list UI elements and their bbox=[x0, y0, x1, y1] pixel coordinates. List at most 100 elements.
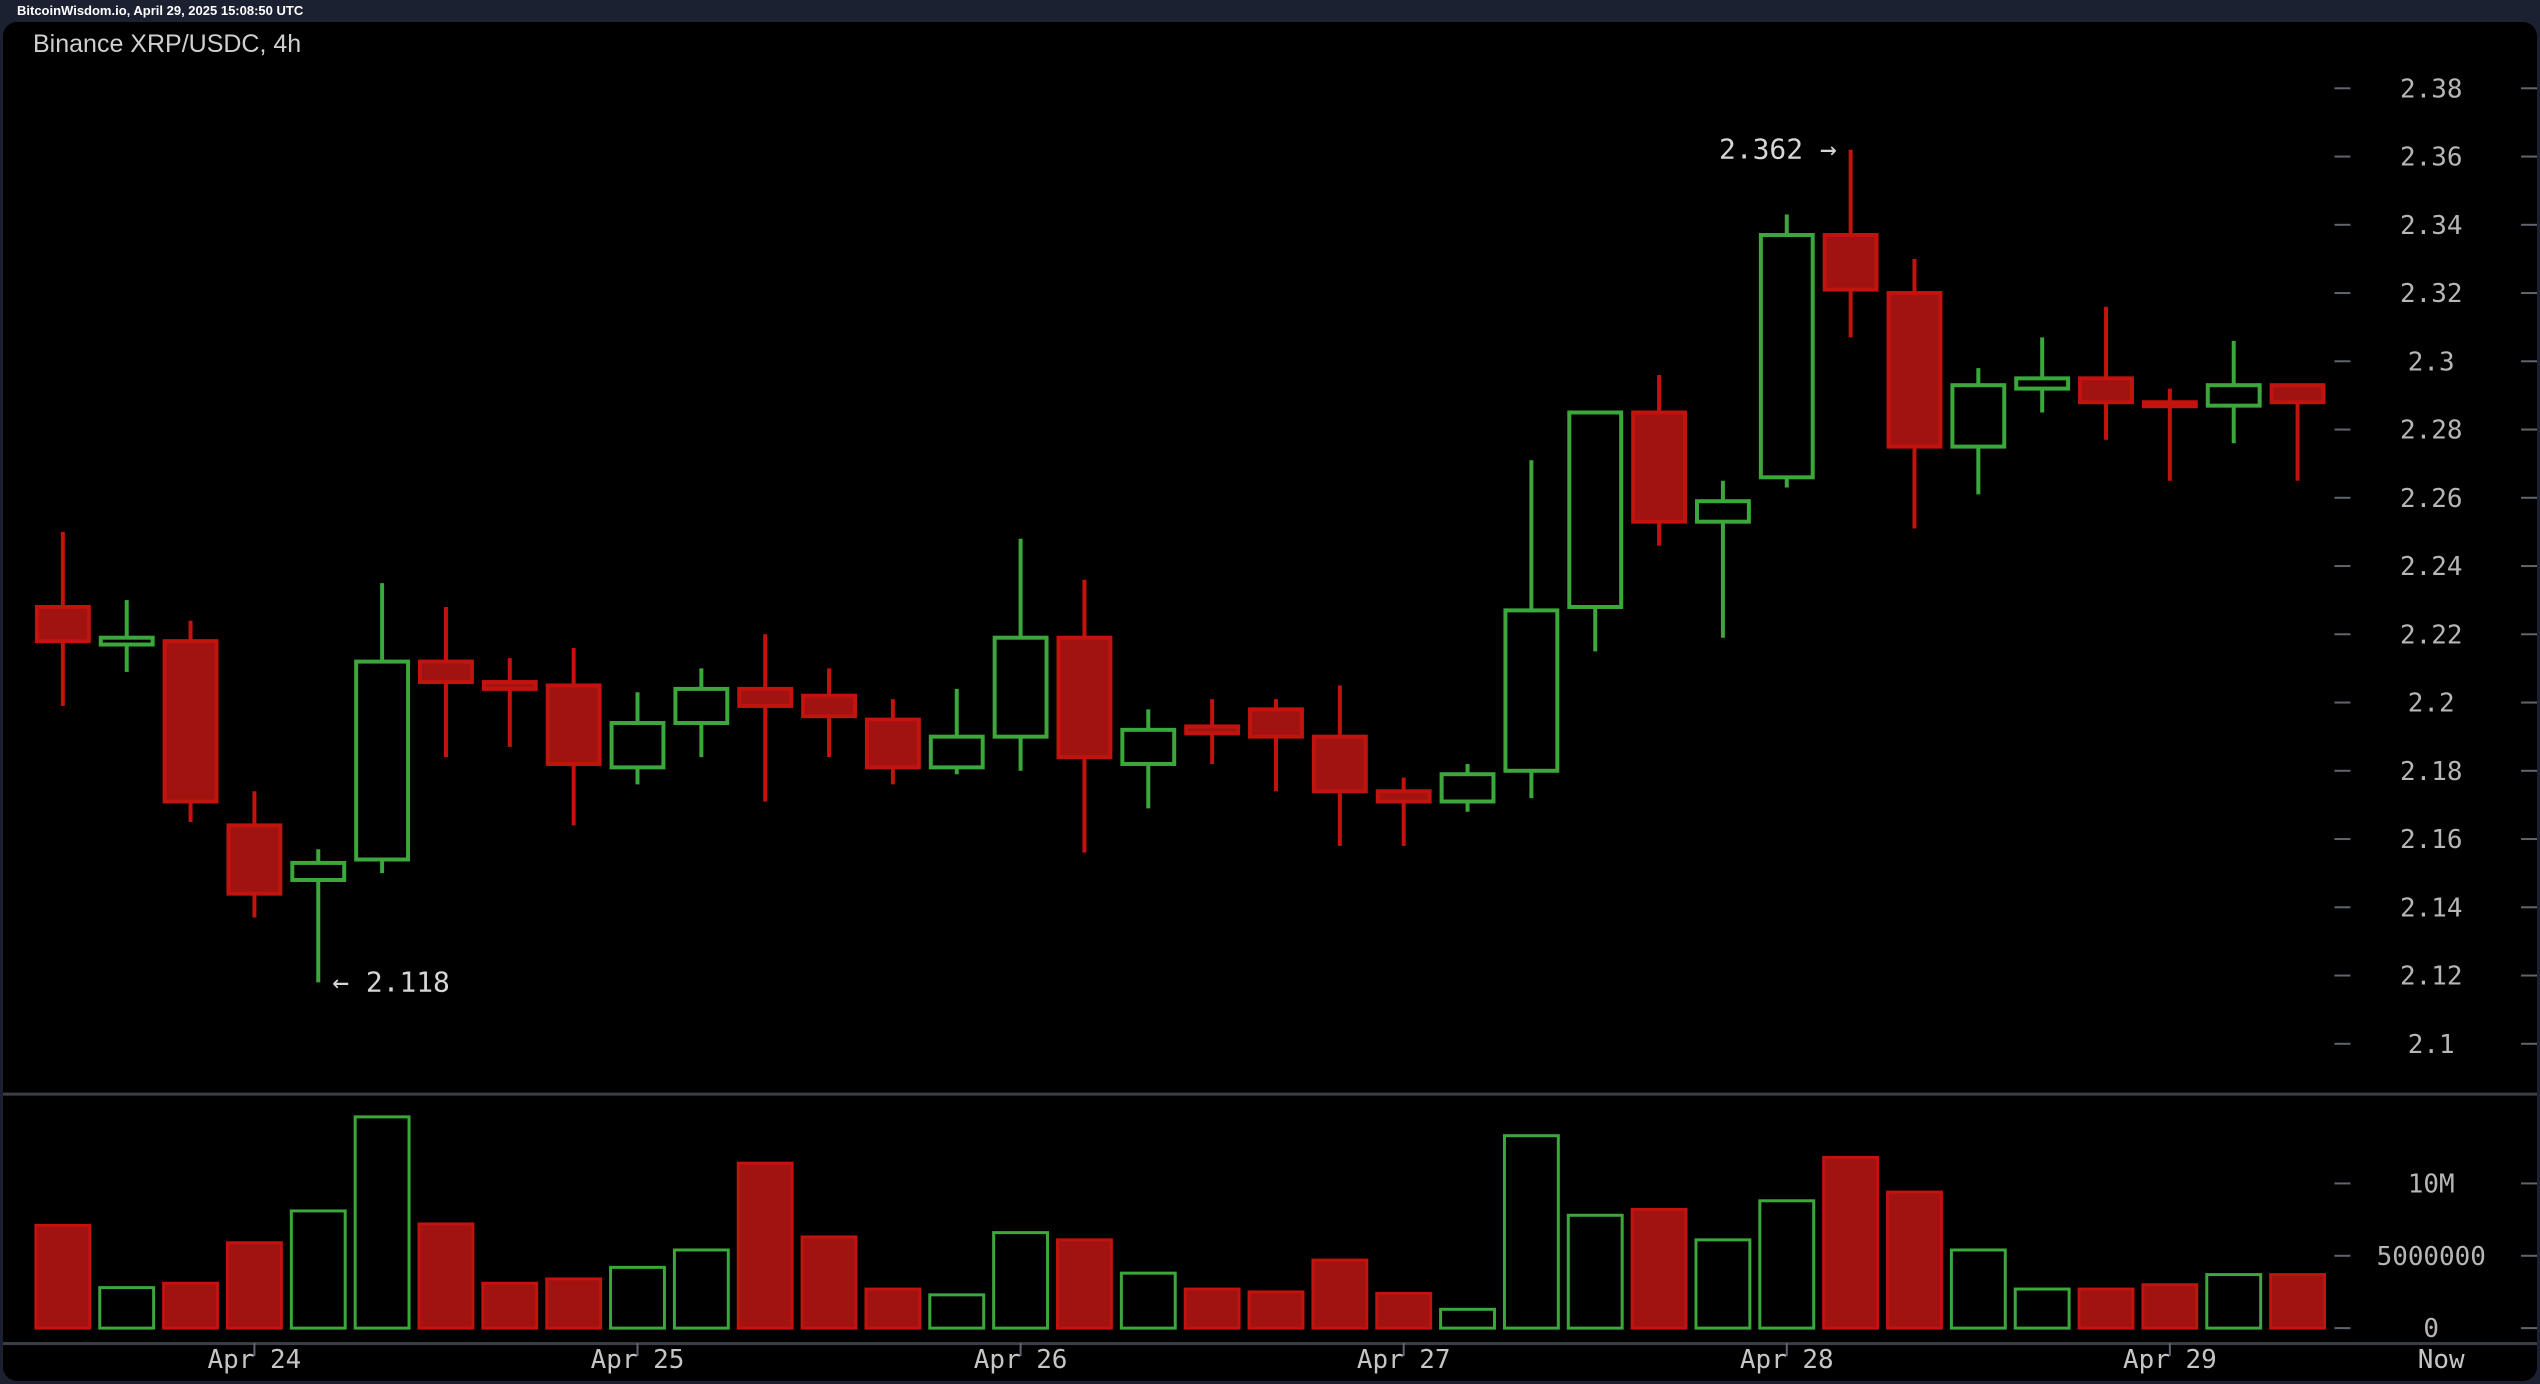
price-tick-label: 2.14 bbox=[2400, 893, 2462, 923]
price-tick-dash-right bbox=[2521, 701, 2537, 704]
candlestick-chart[interactable]: 2.38 2.36 2.34 2.32 2.3 2.28 2.26 2.24 2.22 2.2 2.… bbox=[3, 22, 2537, 1381]
candle-body-3 bbox=[226, 823, 283, 896]
price-tick-dash-right bbox=[2521, 565, 2537, 568]
candle-body-5 bbox=[354, 659, 411, 862]
candle-body-34 bbox=[2205, 383, 2262, 408]
candle-body-9 bbox=[609, 721, 666, 770]
price-volume-separator bbox=[3, 1092, 2537, 1096]
volume-tick-dash-right bbox=[2521, 1327, 2537, 1330]
price-tick-dash-left bbox=[2334, 155, 2351, 158]
day-tick bbox=[1402, 1343, 1405, 1357]
price-tick-dash-left bbox=[2334, 906, 2351, 909]
volume-tick-dash-left bbox=[2334, 1182, 2351, 1185]
price-tick-label: 2.28 bbox=[2400, 416, 2462, 446]
candle-body-18 bbox=[1184, 724, 1241, 736]
volume-bar-32 bbox=[2077, 1287, 2135, 1330]
day-label: Apr 26 bbox=[974, 1345, 1068, 1375]
volume-bar-2 bbox=[162, 1281, 219, 1330]
candle-body-6 bbox=[418, 659, 474, 685]
day-tick bbox=[253, 1343, 256, 1357]
volume-bar-21 bbox=[1375, 1291, 1433, 1330]
volume-bar-33 bbox=[2141, 1283, 2199, 1330]
candle-body-29 bbox=[1886, 291, 1943, 449]
candle-body-26 bbox=[1694, 499, 1751, 524]
volume-tick-dash-left bbox=[2334, 1254, 2351, 1257]
volume-bar-31 bbox=[2013, 1287, 2071, 1330]
day-label: Apr 28 bbox=[1740, 1345, 1834, 1375]
price-tick-label: 2.38 bbox=[2400, 74, 2462, 104]
price-tick-label: 2.34 bbox=[2400, 211, 2462, 241]
price-tick-dash-right bbox=[2521, 428, 2537, 431]
volume-bar-11 bbox=[736, 1161, 794, 1330]
volume-tick-dash-right bbox=[2521, 1182, 2537, 1185]
axis-separator bbox=[3, 1342, 2537, 1346]
day-label: Apr 24 bbox=[208, 1345, 302, 1375]
candle-body-14 bbox=[928, 734, 985, 770]
price-tick-label: 2.1 bbox=[2408, 1030, 2455, 1060]
candle-body-25 bbox=[1631, 410, 1688, 524]
day-tick bbox=[1785, 1343, 1788, 1357]
candle-body-31 bbox=[2014, 376, 2071, 391]
price-tick-dash-left bbox=[2334, 496, 2351, 499]
price-tick-label: 2.2 bbox=[2408, 689, 2455, 719]
price-tick-dash-right bbox=[2521, 87, 2537, 90]
candle-body-13 bbox=[864, 717, 921, 770]
volume-bar-28 bbox=[1822, 1155, 1880, 1330]
volume-bar-5 bbox=[353, 1115, 411, 1330]
candle-body-4 bbox=[290, 860, 347, 882]
volume-bar-19 bbox=[1247, 1290, 1305, 1330]
volume-bar-27 bbox=[1758, 1199, 1816, 1330]
volume-bar-25 bbox=[1630, 1207, 1688, 1330]
candle-body-11 bbox=[737, 686, 794, 708]
candle-body-17 bbox=[1120, 727, 1177, 766]
day-label: Apr 25 bbox=[591, 1345, 685, 1375]
price-annotation: ← 2.118 bbox=[332, 965, 450, 998]
price-tick-label: 2.3 bbox=[2408, 347, 2455, 377]
candle-body-19 bbox=[1248, 707, 1304, 739]
candle-body-33 bbox=[2141, 400, 2198, 409]
candle-body-23 bbox=[1503, 608, 1560, 773]
candle-body-7 bbox=[481, 680, 538, 691]
volume-bar-15 bbox=[992, 1231, 1050, 1330]
price-tick-dash-left bbox=[2334, 292, 2351, 295]
volume-bar-35 bbox=[2269, 1273, 2326, 1330]
volume-bar-22 bbox=[1439, 1307, 1496, 1330]
price-tick-dash-right bbox=[2521, 292, 2537, 295]
volume-bar-9 bbox=[609, 1265, 666, 1330]
day-label: Apr 27 bbox=[1357, 1345, 1451, 1375]
day-tick bbox=[2168, 1343, 2171, 1357]
volume-tick-label: 10M bbox=[2408, 1169, 2455, 1199]
price-tick-dash-right bbox=[2521, 360, 2537, 363]
candle-body-8 bbox=[545, 683, 602, 766]
candle-body-16 bbox=[1056, 635, 1113, 760]
volume-bar-1 bbox=[98, 1286, 156, 1330]
volume-bar-14 bbox=[928, 1293, 986, 1330]
volume-bar-10 bbox=[672, 1248, 730, 1330]
volume-bar-26 bbox=[1694, 1238, 1752, 1330]
volume-bar-8 bbox=[545, 1277, 603, 1330]
candle-body-12 bbox=[801, 693, 857, 719]
candle-body-21 bbox=[1375, 789, 1432, 804]
price-tick-dash-right bbox=[2521, 496, 2537, 499]
price-tick-dash-left bbox=[2334, 1042, 2351, 1045]
price-tick-dash-right bbox=[2521, 838, 2537, 841]
price-tick-dash-left bbox=[2334, 633, 2351, 636]
volume-bar-34 bbox=[2205, 1273, 2263, 1330]
price-tick-dash-left bbox=[2334, 974, 2351, 977]
price-tick-label: 2.16 bbox=[2400, 825, 2462, 855]
volume-bar-7 bbox=[481, 1281, 539, 1330]
candle-body-27 bbox=[1758, 233, 1815, 480]
price-tick-label: 2.36 bbox=[2400, 143, 2462, 173]
now-label: Now bbox=[2418, 1345, 2465, 1375]
price-tick-dash-right bbox=[2521, 1042, 2537, 1045]
price-tick-dash-left bbox=[2334, 838, 2351, 841]
price-tick-label: 2.22 bbox=[2400, 620, 2462, 650]
volume-tick-label: 5000000 bbox=[2377, 1242, 2486, 1272]
candle-body-22 bbox=[1439, 772, 1496, 804]
price-tick-dash-right bbox=[2521, 974, 2537, 977]
volume-bar-23 bbox=[1502, 1134, 1560, 1330]
price-tick-label: 2.24 bbox=[2400, 552, 2462, 582]
price-tick-dash-left bbox=[2334, 223, 2351, 226]
volume-bar-30 bbox=[1949, 1248, 2007, 1330]
volume-bar-13 bbox=[864, 1287, 922, 1330]
